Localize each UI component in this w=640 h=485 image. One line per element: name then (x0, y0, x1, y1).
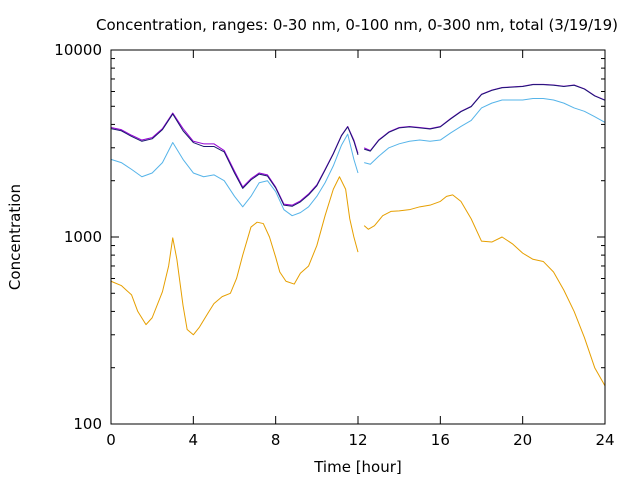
series-line-1 (110, 176, 606, 387)
y-tick-label: 100 (73, 415, 102, 433)
series-line-4 (110, 84, 606, 207)
x-tick-label: 20 (513, 431, 532, 449)
plot-frame (110, 49, 606, 425)
series-line-3 (110, 83, 606, 206)
x-axis: 0 4 8 12 16 20 24 (106, 50, 615, 449)
x-tick-label: 24 (595, 431, 614, 449)
x-tick-label: 12 (348, 431, 367, 449)
x-tick-label: 16 (431, 431, 450, 449)
chart-title: Concentration, ranges: 0-30 nm, 0-100 nm… (96, 16, 618, 34)
x-tick-label: 4 (189, 431, 199, 449)
y-tick-label: 1000 (64, 228, 102, 246)
y-tick-label: 10000 (54, 41, 102, 59)
series-layer (110, 83, 606, 387)
y-axis: 100 1000 10000 (54, 41, 605, 433)
x-tick-label: 8 (271, 431, 281, 449)
x-tick-label: 0 (106, 431, 116, 449)
y-axis-label: Concentration (6, 184, 24, 290)
series-line-2 (110, 98, 606, 217)
x-axis-label: Time [hour] (313, 458, 402, 476)
